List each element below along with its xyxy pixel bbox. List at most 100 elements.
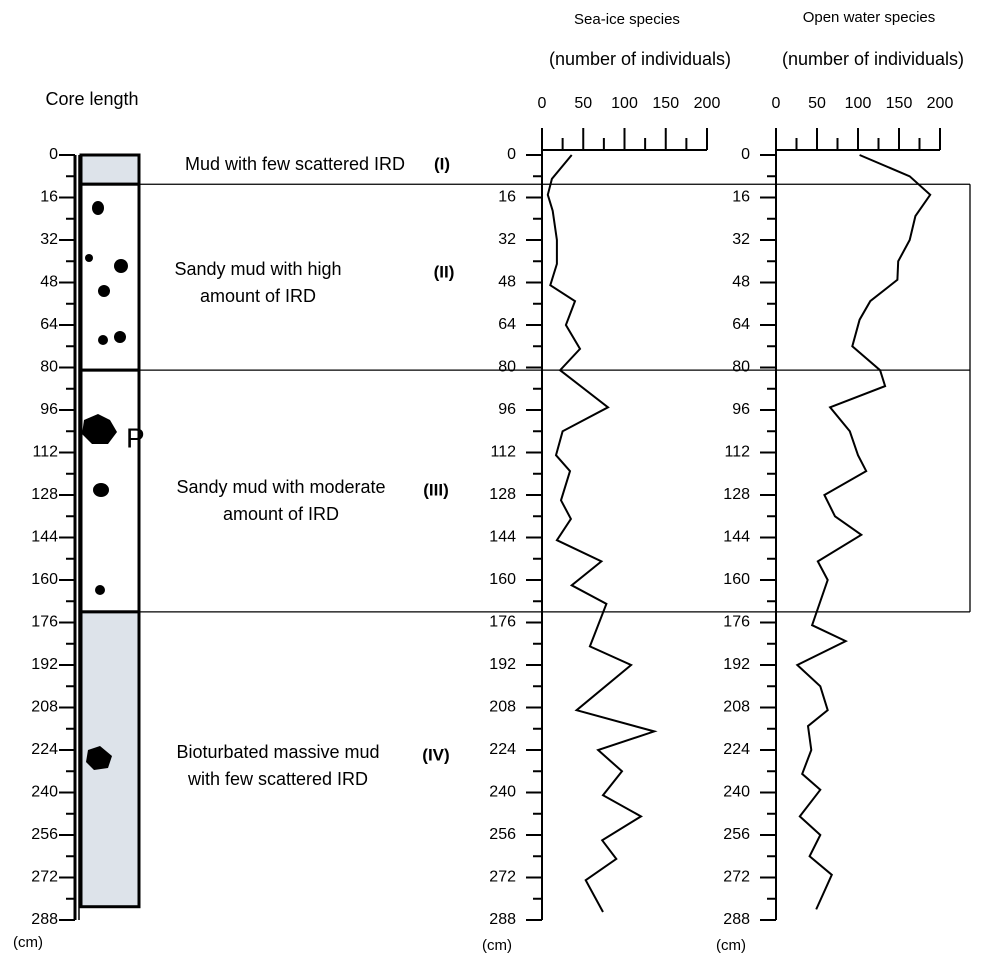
y-tick-label: 128 — [723, 486, 750, 503]
y-tick-label: 160 — [31, 571, 58, 588]
y-tick-label: 288 — [31, 911, 58, 928]
y-tick-label: 240 — [31, 784, 58, 801]
y-tick-label: 176 — [489, 614, 516, 631]
y-tick-label: 80 — [498, 359, 516, 376]
y-tick-label: 64 — [732, 316, 750, 333]
x-tick-label: 0 — [772, 95, 781, 112]
unit-description: Sandy mud with high — [174, 259, 341, 279]
unit-description: amount of IRD — [223, 504, 339, 524]
y-tick-label: 144 — [723, 529, 750, 546]
y-tick-label: 160 — [489, 571, 516, 588]
y-tick-label: 208 — [723, 699, 750, 716]
y-tick-label: 96 — [498, 401, 516, 418]
y-tick-label: 32 — [732, 231, 750, 248]
unit-label: (II) — [434, 262, 455, 281]
y-tick-label: 112 — [490, 444, 516, 461]
y-tick-label: 272 — [31, 869, 58, 886]
x-tick-label: 200 — [927, 95, 954, 112]
axis-unit: (cm) — [716, 937, 746, 954]
y-tick-label: 176 — [723, 614, 750, 631]
unit-description: Sandy mud with moderate — [176, 477, 385, 497]
x-tick-label: 50 — [808, 95, 826, 112]
y-tick-label: 176 — [31, 614, 58, 631]
x-tick-label: 200 — [694, 95, 721, 112]
y-tick-label: 48 — [40, 274, 58, 291]
x-tick-label: 150 — [652, 95, 679, 112]
ird-clast — [95, 585, 105, 595]
ird-clast — [114, 331, 126, 343]
y-tick-label: 112 — [724, 444, 750, 461]
ird-clast — [98, 285, 110, 297]
y-tick-label: 64 — [498, 316, 516, 333]
x-tick-label: 150 — [886, 95, 913, 112]
y-tick-label: 192 — [723, 656, 750, 673]
y-tick-label: 144 — [31, 529, 58, 546]
y-tick-label: 80 — [40, 359, 58, 376]
profile-line — [546, 154, 658, 913]
y-tick-label: 16 — [40, 189, 58, 206]
x-tick-label: 100 — [845, 95, 872, 112]
y-tick-label: 192 — [489, 656, 516, 673]
y-tick-label: 208 — [31, 699, 58, 716]
unit-label: (I) — [434, 154, 450, 173]
y-tick-label: 32 — [498, 231, 516, 248]
y-tick-label: 224 — [31, 741, 58, 758]
annotation: P — [126, 422, 145, 453]
axis-unit: (cm) — [482, 937, 512, 954]
y-tick-label: 256 — [723, 826, 750, 843]
y-tick-label: 96 — [732, 401, 750, 418]
profile-line — [795, 154, 932, 910]
y-tick-label: 32 — [40, 231, 58, 248]
ird-clast — [82, 414, 117, 444]
ird-clasts — [82, 201, 128, 770]
axis-label: Core length — [45, 89, 138, 109]
y-tick-label: 144 — [489, 529, 516, 546]
y-tick-label: 0 — [507, 146, 516, 163]
chart-title: Open water species — [803, 9, 936, 26]
core-unit — [79, 182, 141, 372]
x-tick-label: 0 — [538, 95, 547, 112]
y-tick-label: 256 — [31, 826, 58, 843]
y-tick-label: 48 — [732, 274, 750, 291]
y-tick-label: 192 — [31, 656, 58, 673]
ird-clast — [114, 259, 128, 273]
unit-label: (IV) — [422, 745, 449, 764]
ird-clast — [86, 746, 112, 770]
y-tick-label: 288 — [489, 911, 516, 928]
ird-clast — [98, 335, 108, 345]
unit-description: amount of IRD — [200, 286, 316, 306]
unit-description: with few scattered IRD — [187, 769, 368, 789]
y-tick-label: 128 — [489, 486, 516, 503]
chart-subtitle: (number of individuals) — [782, 49, 964, 69]
y-tick-label: 256 — [489, 826, 516, 843]
unit-description: Bioturbated massive mud — [176, 742, 379, 762]
x-tick-label: 100 — [611, 95, 638, 112]
unit-label: (III) — [423, 480, 449, 499]
y-tick-label: 80 — [732, 359, 750, 376]
unit-description: Mud with few scattered IRD — [185, 154, 405, 174]
y-tick-label: 272 — [723, 869, 750, 886]
y-tick-label: 16 — [498, 189, 516, 206]
y-tick-label: 96 — [40, 401, 58, 418]
y-tick-label: 0 — [49, 146, 58, 163]
y-tick-label: 64 — [40, 316, 58, 333]
y-tick-label: 160 — [723, 571, 750, 588]
core-unit — [79, 153, 141, 186]
y-tick-label: 128 — [31, 486, 58, 503]
x-tick-label: 50 — [574, 95, 592, 112]
y-tick-label: 272 — [489, 869, 516, 886]
core-unit — [79, 368, 141, 614]
y-tick-label: 208 — [489, 699, 516, 716]
y-tick-label: 112 — [32, 444, 58, 461]
core-background — [79, 153, 141, 909]
ird-clast — [85, 254, 93, 262]
y-tick-label: 224 — [489, 741, 516, 758]
y-tick-label: 288 — [723, 911, 750, 928]
y-tick-label: 224 — [723, 741, 750, 758]
chart-subtitle: (number of individuals) — [549, 49, 731, 69]
y-tick-label: 240 — [723, 784, 750, 801]
y-tick-label: 16 — [732, 189, 750, 206]
y-tick-label: 0 — [741, 146, 750, 163]
y-tick-label: 48 — [498, 274, 516, 291]
